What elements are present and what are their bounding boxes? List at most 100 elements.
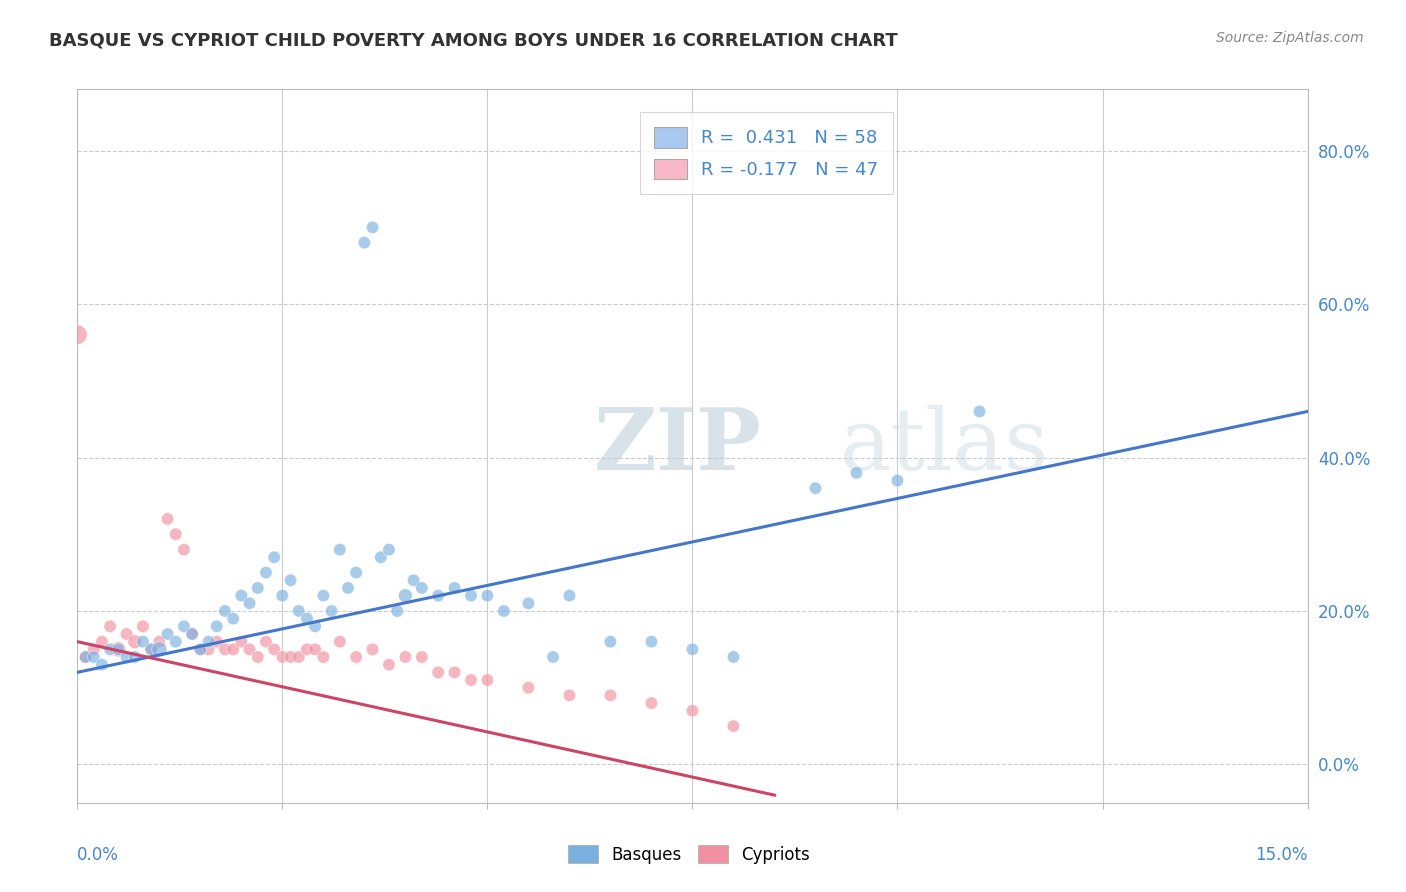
Point [188,642,212,657]
Point [231,634,253,648]
Point [246,581,269,595]
Point [263,550,285,565]
Point [477,589,499,603]
Point [148,642,170,657]
Point [156,627,179,641]
Point [492,604,515,618]
Point [599,689,621,703]
Point [246,650,269,665]
Point [344,566,367,580]
Point [312,650,335,665]
Point [460,673,482,687]
Point [214,642,236,657]
Point [141,642,163,657]
Point [337,581,360,595]
Point [541,650,564,665]
Point [197,634,219,648]
Point [321,604,343,618]
Point [141,642,163,657]
Point [411,581,433,595]
Point [370,550,392,565]
Point [427,589,450,603]
Point [188,642,212,657]
Point [271,589,294,603]
Point [231,589,253,603]
Point [115,650,138,665]
Point [90,634,114,648]
Point [181,627,204,641]
Point [98,642,121,657]
Point [723,719,745,733]
Point [443,581,465,595]
Point [640,696,662,710]
Point [254,634,277,648]
Point [205,619,228,633]
Point [107,642,129,657]
Point [181,627,204,641]
Point [197,642,219,657]
Point [312,589,335,603]
Point [558,589,581,603]
Point [132,619,155,633]
Text: 15.0%: 15.0% [1256,846,1308,863]
Point [295,612,318,626]
Point [132,634,155,648]
Point [329,542,352,557]
Point [387,604,409,618]
Point [239,642,262,657]
Point [394,589,416,603]
Point [402,574,425,588]
Point [443,665,465,680]
Point [845,466,868,480]
Point [411,650,433,665]
Point [558,689,581,703]
Point [90,657,114,672]
Point [599,634,621,648]
Point [173,619,195,633]
Legend: R =  0.431   N = 58, R = -0.177   N = 47: R = 0.431 N = 58, R = -0.177 N = 47 [640,112,893,194]
Point [271,650,294,665]
Point [378,542,401,557]
Point [460,589,482,603]
Point [165,634,187,648]
Point [640,634,662,648]
Point [83,642,105,657]
Point [394,650,416,665]
Point [804,481,827,495]
Point [115,627,138,641]
Point [263,642,285,657]
Point [361,642,384,657]
Point [361,220,384,235]
Point [107,642,129,657]
Point [66,327,89,342]
Text: 0.0%: 0.0% [77,846,120,863]
Point [304,619,326,633]
Point [304,642,326,657]
Point [165,527,187,541]
Point [477,673,499,687]
Point [124,634,146,648]
Point [205,634,228,648]
Point [682,704,704,718]
Point [156,512,179,526]
Point [280,574,302,588]
Text: ZIP: ZIP [595,404,762,488]
Point [83,650,105,665]
Point [517,681,540,695]
Point [98,619,121,633]
Legend: Basques, Cypriots: Basques, Cypriots [561,838,817,871]
Point [288,604,311,618]
Text: Source: ZipAtlas.com: Source: ZipAtlas.com [1216,31,1364,45]
Point [280,650,302,665]
Point [222,642,245,657]
Point [295,642,318,657]
Point [682,642,704,657]
Point [329,634,352,648]
Point [75,650,97,665]
Point [239,596,262,610]
Point [353,235,375,250]
Text: atlas: atlas [841,404,1049,488]
Point [222,612,245,626]
Point [427,665,450,680]
Point [124,650,146,665]
